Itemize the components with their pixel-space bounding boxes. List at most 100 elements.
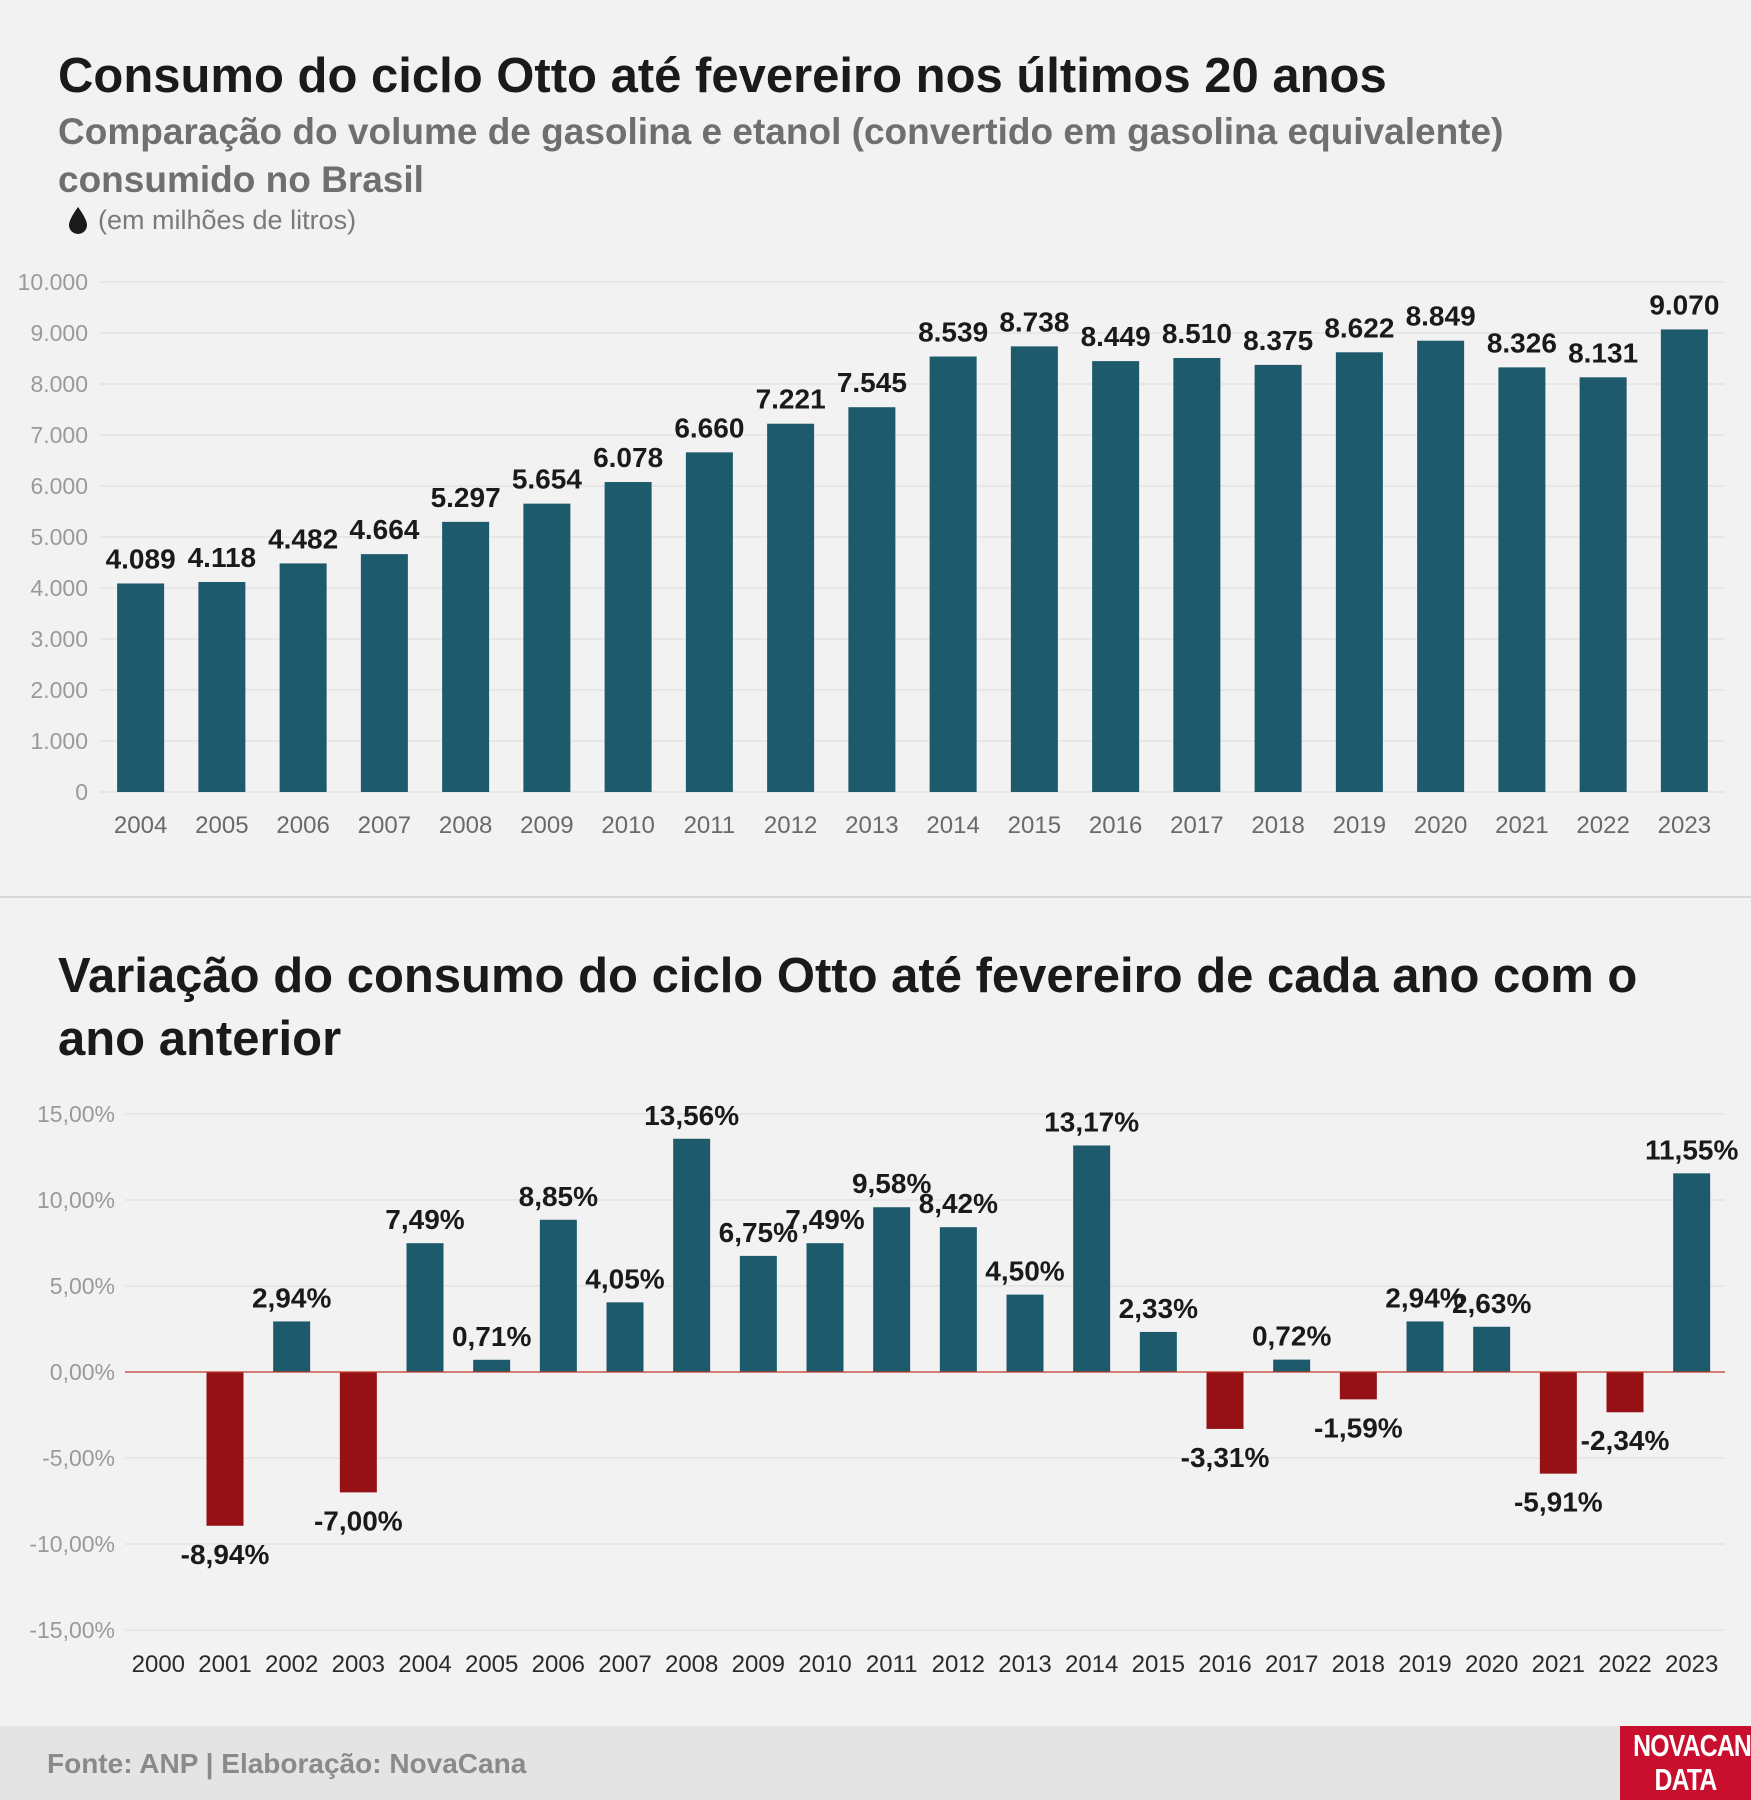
chart1-xtick-label: 2014 bbox=[926, 812, 979, 839]
chart1-data-label: 7.221 bbox=[756, 384, 826, 415]
chart1-bar bbox=[1010, 346, 1058, 792]
chart1-data-label: 4.482 bbox=[268, 523, 338, 554]
chart1-bar bbox=[1579, 377, 1627, 792]
chart2-bar bbox=[1073, 1145, 1111, 1372]
chart1-data-label: 8.375 bbox=[1243, 325, 1313, 356]
chart1-xtick-label: 2005 bbox=[195, 812, 248, 839]
chart1-data-label: 9.070 bbox=[1649, 289, 1719, 320]
chart2-xtick-label: 2005 bbox=[465, 1651, 518, 1678]
chart2-data-label: 11,55% bbox=[1645, 1134, 1739, 1165]
chart1-title: Consumo do ciclo Otto até fevereiro nos … bbox=[58, 49, 1387, 103]
chart2-xtick-label: 2021 bbox=[1532, 1651, 1585, 1678]
chart2-xtick-label: 2000 bbox=[132, 1651, 185, 1678]
chart1-bar bbox=[360, 554, 408, 792]
chart1-data-label: 8.539 bbox=[918, 317, 988, 348]
chart2-bar bbox=[1273, 1359, 1311, 1372]
chart2-data-label: 4,05% bbox=[585, 1263, 664, 1294]
chart1-ytick-label: 6.000 bbox=[30, 473, 88, 499]
chart1-bar bbox=[767, 423, 815, 792]
chart2-ytick-label: 5,00% bbox=[50, 1273, 115, 1299]
chart2-data-label: 8,42% bbox=[919, 1188, 998, 1219]
chart1-data-label: 7.545 bbox=[837, 367, 907, 398]
chart1-xtick-label: 2007 bbox=[358, 812, 411, 839]
chart2-xtick-label: 2008 bbox=[665, 1651, 718, 1678]
chart2-title: Variação do consumo do ciclo Otto até fe… bbox=[58, 949, 1638, 1066]
chart1-bar bbox=[685, 452, 733, 792]
chart2-bar bbox=[806, 1243, 844, 1372]
chart2-bar bbox=[273, 1321, 311, 1372]
chart1-bar bbox=[117, 583, 165, 792]
chart2-data-label: -2,34% bbox=[1581, 1425, 1670, 1456]
chart1-ytick-label: 3.000 bbox=[30, 626, 88, 652]
chart2-ytick-label: -10,00% bbox=[29, 1531, 115, 1557]
chart2-data-label: -1,59% bbox=[1314, 1412, 1403, 1443]
chart2-data-label: 2,94% bbox=[252, 1282, 331, 1313]
chart2-bar bbox=[1606, 1372, 1644, 1413]
chart2-xtick-label: 2002 bbox=[265, 1651, 318, 1678]
chart2-xtick-label: 2015 bbox=[1132, 1651, 1185, 1678]
chart2-xtick-label: 2017 bbox=[1265, 1651, 1318, 1678]
chart1-bar bbox=[523, 503, 571, 792]
source-text: Fonte: ANP | Elaboração: NovaCana bbox=[47, 1748, 527, 1779]
chart2-data-label: 0,71% bbox=[452, 1321, 531, 1352]
chart2-bar bbox=[206, 1372, 244, 1526]
chart2-ytick-label: 10,00% bbox=[37, 1187, 115, 1213]
chart1-data-label: 8.510 bbox=[1162, 318, 1232, 349]
chart1-bar bbox=[442, 521, 490, 792]
chart1-data-label: 8.449 bbox=[1081, 321, 1151, 352]
chart2-data-label: -5,91% bbox=[1514, 1487, 1603, 1518]
chart1-data-label: 4.089 bbox=[106, 543, 176, 574]
chart2-data-label: 0,72% bbox=[1252, 1321, 1331, 1352]
chart1-bar bbox=[279, 563, 327, 792]
chart2-bar bbox=[873, 1207, 911, 1372]
chart2-bar bbox=[739, 1255, 777, 1372]
chart1-data-label: 8.326 bbox=[1487, 327, 1557, 358]
chart1-ytick-label: 5.000 bbox=[30, 524, 88, 550]
chart1-ytick-label: 8.000 bbox=[30, 371, 88, 397]
chart1-data-label: 4.664 bbox=[349, 514, 419, 545]
chart2-bar bbox=[1139, 1331, 1177, 1372]
chart2-ytick-label: 15,00% bbox=[37, 1101, 115, 1127]
chart2-xtick-label: 2011 bbox=[866, 1651, 918, 1678]
chart2-xtick-label: 2014 bbox=[1065, 1651, 1118, 1678]
chart1-data-label: 8.738 bbox=[999, 306, 1069, 337]
chart2-xtick-label: 2022 bbox=[1598, 1651, 1651, 1678]
chart1-bar bbox=[1092, 361, 1140, 792]
chart2-data-label: 13,17% bbox=[1044, 1106, 1139, 1137]
chart1-xtick-label: 2020 bbox=[1414, 812, 1467, 839]
chart1-bar bbox=[1498, 367, 1546, 792]
chart1-bar bbox=[1335, 352, 1383, 792]
chart1-xtick-label: 2015 bbox=[1008, 812, 1061, 839]
chart2-data-label: 8,85% bbox=[519, 1181, 598, 1212]
chart2-bar bbox=[339, 1372, 377, 1493]
chart1-bar bbox=[604, 482, 652, 792]
chart2-ytick-label: -15,00% bbox=[29, 1617, 115, 1643]
section-divider bbox=[0, 896, 1751, 898]
chart1-data-label: 5.654 bbox=[512, 464, 582, 495]
chart1-data-label: 4.118 bbox=[188, 542, 257, 573]
chart1-xtick-label: 2004 bbox=[114, 812, 167, 839]
chart2-xtick-label: 2001 bbox=[198, 1651, 251, 1678]
logo-line1: NOVACANA bbox=[1633, 1728, 1751, 1763]
chart2-xtick-label: 2004 bbox=[398, 1651, 451, 1678]
chart2-bar bbox=[473, 1359, 511, 1372]
chart2-bar bbox=[673, 1138, 711, 1372]
chart1-xtick-label: 2009 bbox=[520, 812, 573, 839]
chart2-ytick-label: -5,00% bbox=[42, 1445, 115, 1471]
chart2-xtick-label: 2019 bbox=[1398, 1651, 1451, 1678]
chart2-bar bbox=[1673, 1173, 1711, 1372]
chart1-data-label: 8.131 bbox=[1568, 337, 1638, 368]
chart2-data-label: 6,75% bbox=[719, 1217, 798, 1248]
chart2-svg: -15,00% -10,00% -5,00% 0,00% 5,00% 10,00% 15,0… bbox=[29, 1100, 1739, 1678]
chart1-xtick-label: 2008 bbox=[439, 812, 492, 839]
chart1-bar bbox=[929, 356, 977, 792]
chart2-xtick-label: 2020 bbox=[1465, 1651, 1518, 1678]
chart1-bar bbox=[1660, 329, 1708, 792]
chart1-ytick-label: 9.000 bbox=[30, 320, 88, 346]
chart1-xtick-label: 2023 bbox=[1658, 812, 1711, 839]
chart2-xtick-label: 2018 bbox=[1332, 1651, 1385, 1678]
chart1-data-label: 5.297 bbox=[431, 482, 501, 513]
chart2-data-label: -7,00% bbox=[314, 1505, 403, 1536]
chart2-data-label: 4,50% bbox=[985, 1256, 1064, 1287]
chart2-xtick-label: 2012 bbox=[932, 1651, 985, 1678]
